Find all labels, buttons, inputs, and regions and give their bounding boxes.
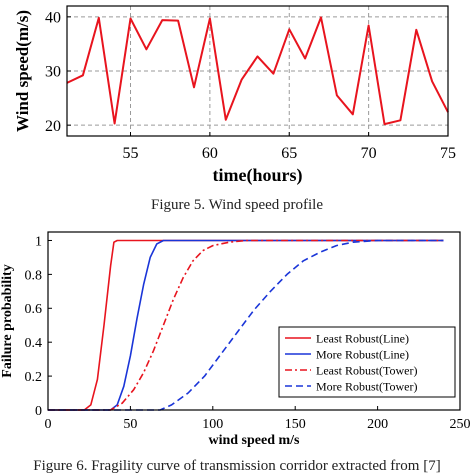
x-tick-label: 75: [440, 145, 456, 162]
y-tick-label: 0.4: [25, 336, 43, 351]
legend: Least Robust(Line) More Robust(Line) Least…: [278, 326, 456, 398]
y-tick-label: 1: [35, 234, 42, 249]
legend-label-0: Least Robust(Line): [316, 332, 409, 346]
y-tick-label: 20: [45, 118, 61, 135]
y-tick-label: 40: [45, 9, 61, 26]
legend-label-2: Least Robust(Tower): [316, 364, 417, 378]
x-tick-label: 50: [123, 417, 137, 432]
y-tick-label: 0: [35, 404, 42, 419]
legend-label-1: More Robust(Line): [316, 348, 409, 362]
series-line-1: [48, 239, 444, 411]
plot-frame: [47, 231, 461, 411]
series-line-0: [66, 16, 449, 126]
chart-0: 55 60 65 70 75 20 30 40 time(hours) Wind speed(m/…: [13, 5, 456, 186]
x-tick-label: 150: [285, 417, 306, 432]
figure-5-caption: Figure 5. Wind speed profile: [150, 197, 323, 213]
y-tick-label: 0.2: [25, 370, 43, 385]
y-axis-label: Wind speed(m/s): [13, 10, 32, 132]
x-tick-label: 55: [123, 145, 139, 162]
x-tick-label: 200: [367, 417, 388, 432]
figure-6-caption: Figure 6. Fragility curve of transmissio…: [33, 458, 441, 474]
x-tick-label: 250: [450, 417, 471, 432]
y-tick-label: 0.6: [25, 302, 43, 317]
x-tick-label: 0: [45, 417, 52, 432]
y-tick-label: 30: [45, 64, 61, 81]
y-axis-label: Failure probability: [0, 264, 15, 377]
legend-label-3: More Robust(Tower): [316, 380, 417, 394]
series-line-3: [48, 239, 444, 411]
x-axis-label: wind speed m/s: [208, 433, 300, 448]
series-line-2: [48, 239, 444, 411]
x-tick-label: 100: [202, 417, 223, 432]
x-tick-label: 70: [361, 145, 377, 162]
x-axis-label: time(hours): [213, 165, 303, 186]
x-tick-label: 60: [202, 145, 218, 162]
series-line-0: [48, 239, 444, 411]
chart-1: 0 50 100 150 200 250 0 0.2 0.4 0.6 0.8 1 wind speed …: [0, 231, 471, 448]
y-tick-label: 0.8: [25, 268, 43, 283]
x-tick-label: 65: [281, 145, 297, 162]
